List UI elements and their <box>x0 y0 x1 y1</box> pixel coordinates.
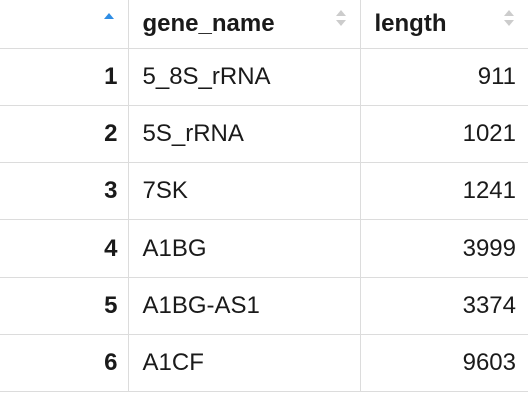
gene-name-column-header[interactable]: gene_name <box>127 0 361 49</box>
row-index: 6 <box>0 333 129 393</box>
sort-both-icon[interactable] <box>504 8 514 28</box>
gene-name-cell: A1BG-AS1 <box>127 276 361 335</box>
length-cell: 9603 <box>359 333 528 393</box>
row-index: 1 <box>0 47 129 107</box>
table-row[interactable]: 2 5S_rRNA 1021 <box>0 105 528 164</box>
table-row[interactable]: 1 5_8S_rRNA 911 <box>0 47 528 107</box>
length-cell: 1241 <box>359 162 528 221</box>
index-column-header[interactable] <box>0 0 129 49</box>
sort-both-icon[interactable] <box>335 8 346 28</box>
row-index: 3 <box>0 162 129 221</box>
gene-name-cell: A1BG <box>127 219 361 278</box>
length-cell: 911 <box>359 47 528 107</box>
table-row[interactable]: 5 A1BG-AS1 3374 <box>0 276 528 335</box>
gene-name-column-label: gene_name <box>142 10 275 37</box>
table-row[interactable]: 3 7SK 1241 <box>0 162 528 221</box>
sort-ascending-icon[interactable] <box>103 10 114 30</box>
row-index: 4 <box>0 219 129 278</box>
length-column-header[interactable]: length <box>359 0 528 49</box>
gene-name-cell: 5S_rRNA <box>127 105 361 164</box>
header-row: gene_name length <box>0 0 528 49</box>
length-column-label: length <box>374 10 447 37</box>
table-row[interactable]: 6 A1CF 9603 <box>0 333 528 393</box>
table-row[interactable]: 4 A1BG 3999 <box>0 219 528 278</box>
length-cell: 3374 <box>359 276 528 335</box>
length-cell: 1021 <box>359 105 528 164</box>
gene-name-cell: 5_8S_rRNA <box>127 47 361 107</box>
row-index: 5 <box>0 276 129 335</box>
length-cell: 3999 <box>359 219 528 278</box>
gene-name-cell: A1CF <box>127 333 361 393</box>
row-index: 2 <box>0 105 129 164</box>
gene-name-cell: 7SK <box>127 162 361 221</box>
